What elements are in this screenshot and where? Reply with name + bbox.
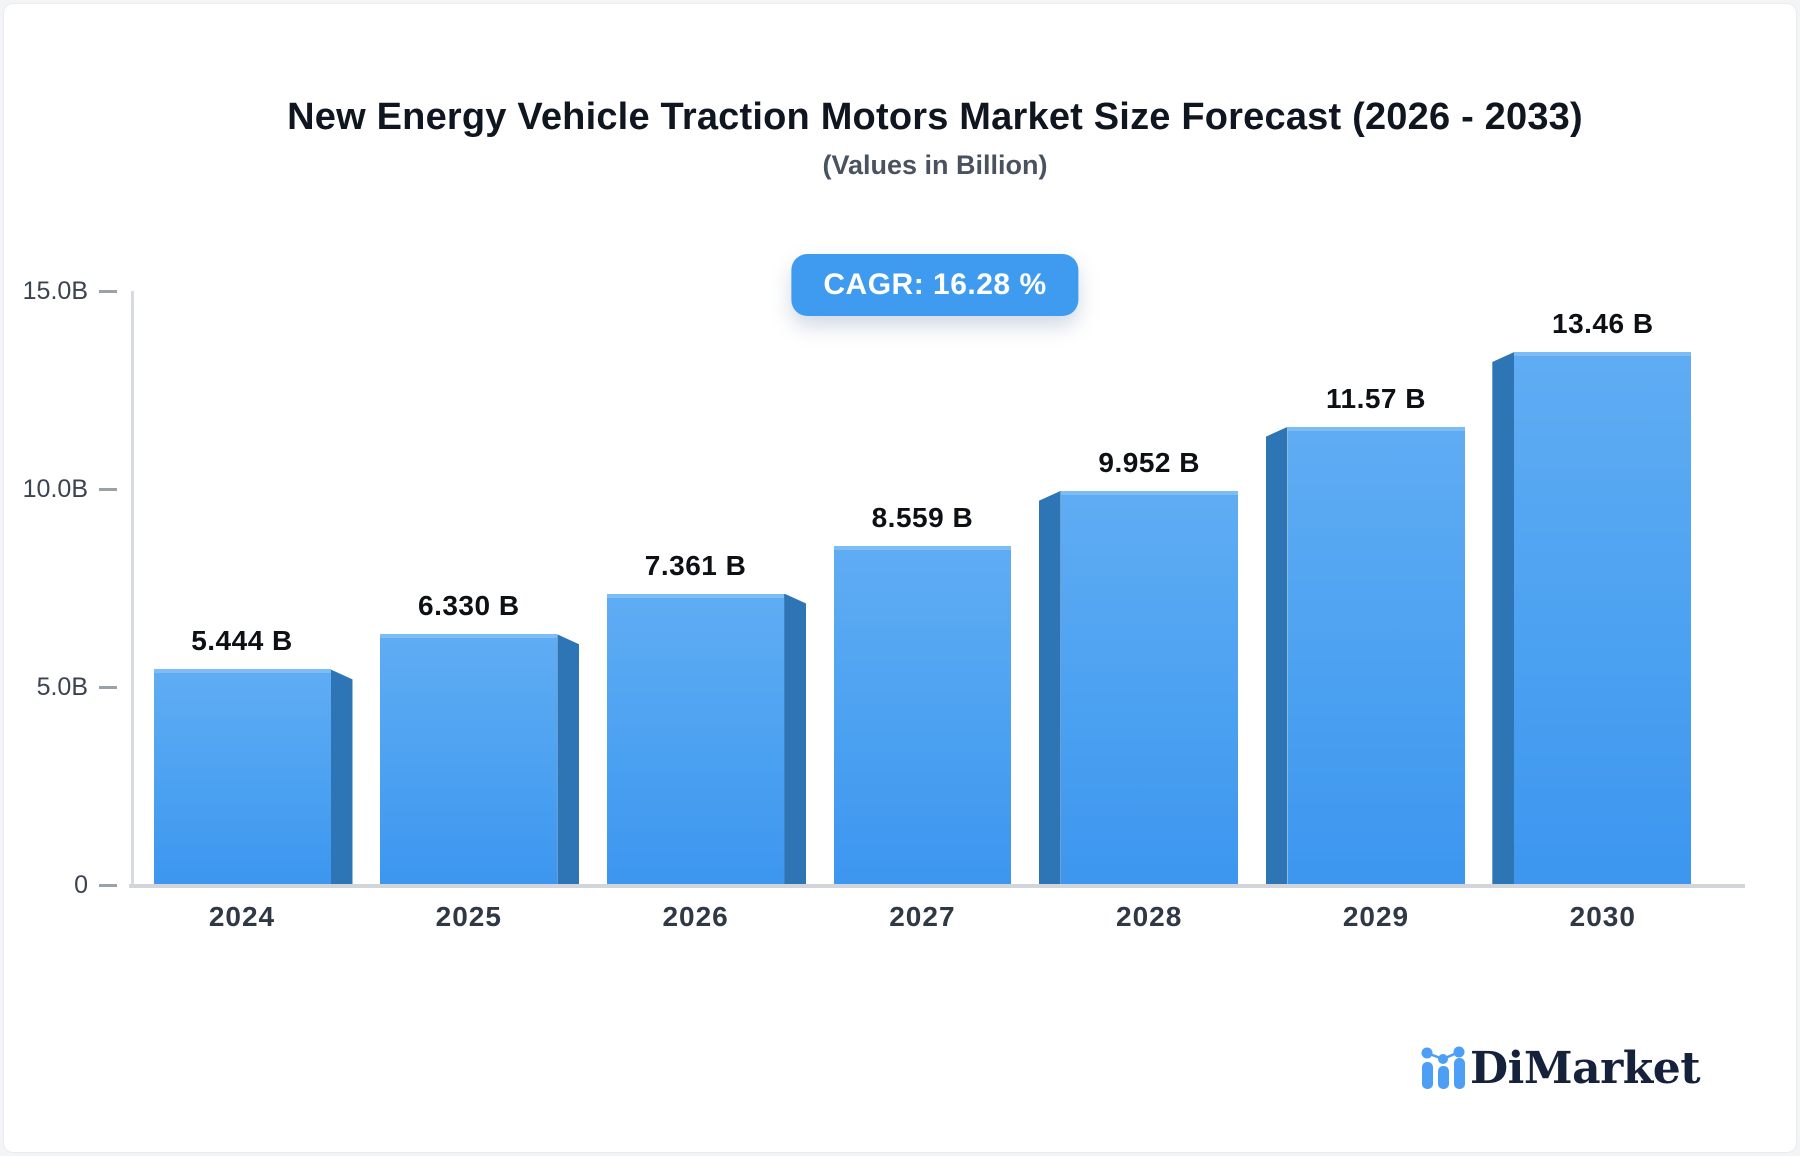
- brand-name: DiMarket: [1470, 1043, 1701, 1094]
- x-axis-label-2024: 2024: [208, 901, 276, 932]
- y-axis-tick-label: 15.0B: [22, 277, 88, 305]
- x-axis-label-2027: 2027: [889, 901, 956, 932]
- value-label-2024: 5.444 B: [191, 625, 293, 657]
- bar-2024[interactable]: [153, 669, 331, 885]
- brand-logo: DiMarket: [1421, 1043, 1701, 1094]
- bar-side-face-2026: [784, 593, 807, 885]
- y-axis-tick-label: 5.0B: [36, 673, 88, 701]
- x-axis-line: [129, 884, 1745, 888]
- chart-subtitle: (Values in Billion): [822, 150, 1048, 180]
- bar-side-face-2025: [557, 634, 580, 885]
- dimarket-logo-icon: [1421, 1046, 1465, 1089]
- value-label-2027: 8.559 B: [871, 502, 974, 534]
- x-axis-label-2028: 2028: [1116, 901, 1183, 932]
- x-axis-label-2030: 2030: [1569, 901, 1636, 932]
- bar-side-face-2029: [1265, 426, 1288, 885]
- bar-2027[interactable]: [833, 546, 1011, 885]
- y-axis-tick-label: 0: [74, 871, 88, 899]
- y-axis-tick: [99, 487, 117, 491]
- y-axis-tick: [99, 685, 117, 689]
- bar-2028[interactable]: [1060, 490, 1238, 885]
- bar-2025[interactable]: [380, 634, 558, 885]
- value-label-2029: 11.57 B: [1325, 382, 1427, 414]
- bar-2026[interactable]: [607, 593, 785, 885]
- chart-title: New Energy Vehicle Traction Motors Marke…: [287, 96, 1583, 138]
- bar-side-face-2024: [330, 669, 353, 885]
- value-label-2028: 9.952 B: [1098, 446, 1200, 478]
- y-axis-tick: [99, 883, 117, 887]
- bar-2030[interactable]: [1514, 351, 1692, 885]
- x-axis-label-2025: 2025: [435, 901, 502, 932]
- y-axis-tick-label: 10.0B: [22, 475, 88, 503]
- value-label-2030: 13.46 B: [1552, 307, 1654, 339]
- x-axis-label-2029: 2029: [1342, 901, 1410, 932]
- x-axis-label-2026: 2026: [662, 901, 729, 932]
- value-label-2026: 7.361 B: [644, 549, 747, 581]
- bar-side-face-2028: [1038, 490, 1061, 885]
- bar-2029[interactable]: [1287, 426, 1465, 885]
- cagr-badge: CAGR: 16.28 %: [791, 254, 1079, 316]
- value-label-2025: 6.330 B: [418, 590, 520, 622]
- bar-side-face-2030: [1492, 351, 1515, 885]
- y-axis-tick: [99, 289, 117, 293]
- y-axis-line: [131, 291, 134, 886]
